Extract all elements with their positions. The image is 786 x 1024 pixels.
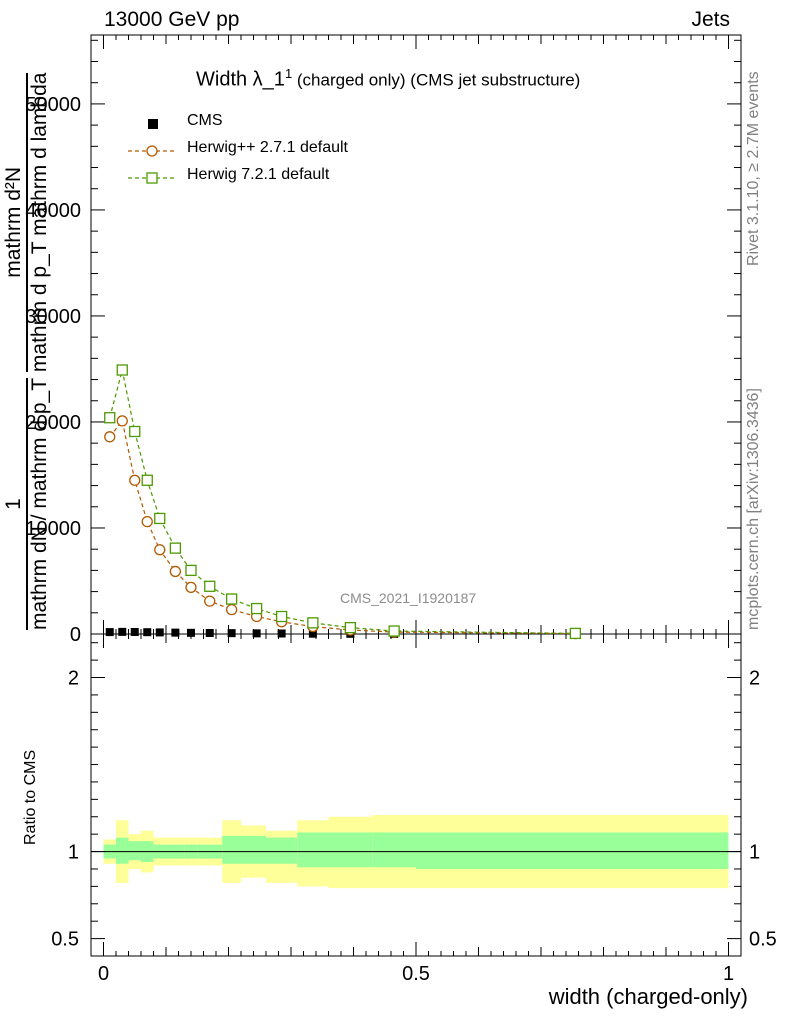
data-point-series-2 <box>225 593 238 605</box>
main-y-tick-label: 40000 <box>25 200 81 222</box>
ratio-axis-label: Ratio to CMS <box>22 749 39 845</box>
data-point-series-1 <box>225 603 238 616</box>
data-point-series-2 <box>344 621 357 634</box>
inner-band-bin <box>372 832 416 868</box>
inner-band-bin <box>222 835 241 864</box>
main-y-tick-label: 50000 <box>25 94 81 116</box>
legend-label-cms: CMS <box>187 112 223 129</box>
x-tick-label: 0.5 <box>402 963 430 985</box>
mcplots-label: mcplots.cern.ch [arXiv:1306.3436] <box>745 388 762 630</box>
data-point-series-0 <box>155 628 164 637</box>
chart-title-rest: (charged only) (CMS jet substructure) <box>292 70 581 90</box>
chart-title-sup: 1 <box>284 66 293 81</box>
data-point-series-2 <box>250 602 263 615</box>
inner-band-bin <box>128 841 141 861</box>
legend-markers <box>128 119 176 184</box>
legend-marker-1 <box>146 145 158 157</box>
inner-band-bin <box>241 835 266 864</box>
inner-band-bin <box>266 837 298 864</box>
y-axis-label-inner-numerator: mathrm d²N <box>2 166 25 278</box>
inner-band-bin <box>297 832 329 868</box>
data-point-series-1 <box>169 565 182 578</box>
data-point-series-1 <box>204 595 216 607</box>
data-point-series-0 <box>252 629 261 638</box>
ratio-y-tick-label-left: 1 <box>68 842 79 864</box>
data-point-series-2 <box>275 610 288 623</box>
data-point-series-1 <box>141 515 153 528</box>
y-axis-label-inner-denominator: mathrm d p_T mathrm d lambda <box>26 72 52 373</box>
x-axis-label: width (charged-only) <box>548 984 748 1009</box>
data-point-series-0 <box>277 629 286 638</box>
y-axis-label-inner-fraction: mathrm d²N mathrm d p_T mathrm d lambda <box>2 72 52 373</box>
data-point-series-2 <box>185 564 197 577</box>
ratio-y-tick-label-right: 1 <box>749 842 760 864</box>
y-axis-label-outer-denominator: mathrm dN / mathrm d p_T <box>26 377 52 630</box>
inner-band-bin <box>328 832 373 868</box>
ratio-y-tick-label-left: 0.5 <box>51 929 79 951</box>
rivet-version-label: Rivet 3.1.10, ≥ 2.7M events <box>745 71 762 266</box>
data-point-series-0 <box>205 628 214 637</box>
data-point-series-0 <box>308 629 317 638</box>
main-y-tick-label: 0 <box>70 624 81 646</box>
ratio-y-tick-label-left: 2 <box>68 668 79 690</box>
data-series <box>104 364 582 640</box>
data-point-series-0 <box>118 627 127 636</box>
data-point-series-0 <box>143 628 152 637</box>
data-point-series-1 <box>129 474 141 486</box>
ratio-bands <box>91 815 741 889</box>
ratio-y-tick-label-right: 2 <box>749 668 760 690</box>
analysis-watermark: CMS_2021_I1920187 <box>340 590 477 606</box>
data-point-series-0 <box>171 628 180 637</box>
data-point-series-0 <box>130 627 139 636</box>
legend-marker-2 <box>146 172 158 184</box>
y-axis-label: 1 mathrm dN / mathrm d p_T mathrm d²N ma… <box>2 72 52 630</box>
ratio-y-tick-label-right: 0.5 <box>749 929 777 951</box>
inner-band-bin <box>116 837 129 864</box>
data-point-series-1 <box>185 581 197 594</box>
chart-title-main: Width λ_1 <box>196 68 285 91</box>
data-point-series-0 <box>227 629 236 638</box>
y-axis-label-outer-fraction: 1 mathrm dN / mathrm d p_T <box>2 377 52 630</box>
legend-label-herwigpp: Herwig++ 2.7.1 default <box>187 139 348 156</box>
data-point-series-2 <box>569 627 582 640</box>
data-point-series-1 <box>104 431 116 443</box>
main-y-tick-label: 20000 <box>25 412 81 434</box>
data-point-series-2 <box>129 425 141 438</box>
data-point-series-0 <box>187 628 195 637</box>
main-y-tick-label: 10000 <box>25 518 81 540</box>
data-point-series-0 <box>105 628 114 637</box>
axis-ticks <box>91 35 741 956</box>
x-tick-label: 0 <box>98 963 109 985</box>
data-point-series-2 <box>388 625 400 637</box>
y-axis-label-outer-numerator: 1 <box>2 498 25 510</box>
header-left-label: 13000 GeV pp <box>104 8 240 31</box>
legend-label-herwig7: Herwig 7.2.1 default <box>187 166 330 183</box>
header-right-label: Jets <box>691 8 730 31</box>
data-point-series-2 <box>169 542 182 554</box>
data-point-series-2 <box>116 364 128 376</box>
data-point-series-2 <box>204 580 216 592</box>
tick-labels: 0 10000 20000 30000 40000 50000 0.5 0.5 1 1 2 2 0 0.5… <box>25 94 776 985</box>
data-point-series-2 <box>104 412 116 424</box>
data-point-series-2 <box>141 474 153 486</box>
inner-band-bin <box>416 832 729 869</box>
x-tick-label: 1 <box>723 963 734 985</box>
data-point-series-1 <box>116 415 128 427</box>
ratio-panel-frame <box>90 633 742 957</box>
main-y-tick-label: 30000 <box>25 306 81 328</box>
chart-title: Width λ_11 (charged only) (CMS jet subst… <box>196 66 580 92</box>
data-point-series-1 <box>154 544 166 556</box>
legend-marker-0 <box>148 119 158 129</box>
data-point-series-2 <box>154 512 166 525</box>
data-point-series-2 <box>307 617 319 629</box>
